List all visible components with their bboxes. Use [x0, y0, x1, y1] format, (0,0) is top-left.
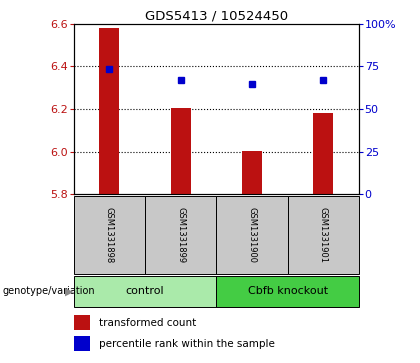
Bar [216, 196, 288, 274]
Text: GSM1331900: GSM1331900 [247, 207, 257, 263]
Bar [74, 196, 145, 274]
Bar [313, 113, 333, 194]
Bar [242, 151, 262, 194]
Text: GSM1331898: GSM1331898 [105, 207, 114, 263]
Bar [145, 196, 216, 274]
Bar [74, 276, 216, 307]
Bar [288, 196, 359, 274]
Bar [171, 108, 191, 194]
Text: GSM1331899: GSM1331899 [176, 207, 185, 263]
Bar [216, 276, 359, 307]
Text: ▶: ▶ [65, 286, 73, 296]
Text: genotype/variation: genotype/variation [2, 286, 95, 296]
Bar [74, 315, 90, 330]
Text: percentile rank within the sample: percentile rank within the sample [99, 339, 275, 349]
Title: GDS5413 / 10524450: GDS5413 / 10524450 [145, 9, 288, 23]
Text: GSM1331901: GSM1331901 [319, 207, 328, 263]
Bar [99, 28, 119, 194]
Text: control: control [126, 286, 164, 296]
Text: Cbfb knockout: Cbfb knockout [248, 286, 328, 296]
Text: transformed count: transformed count [99, 318, 196, 328]
Bar [74, 336, 90, 351]
